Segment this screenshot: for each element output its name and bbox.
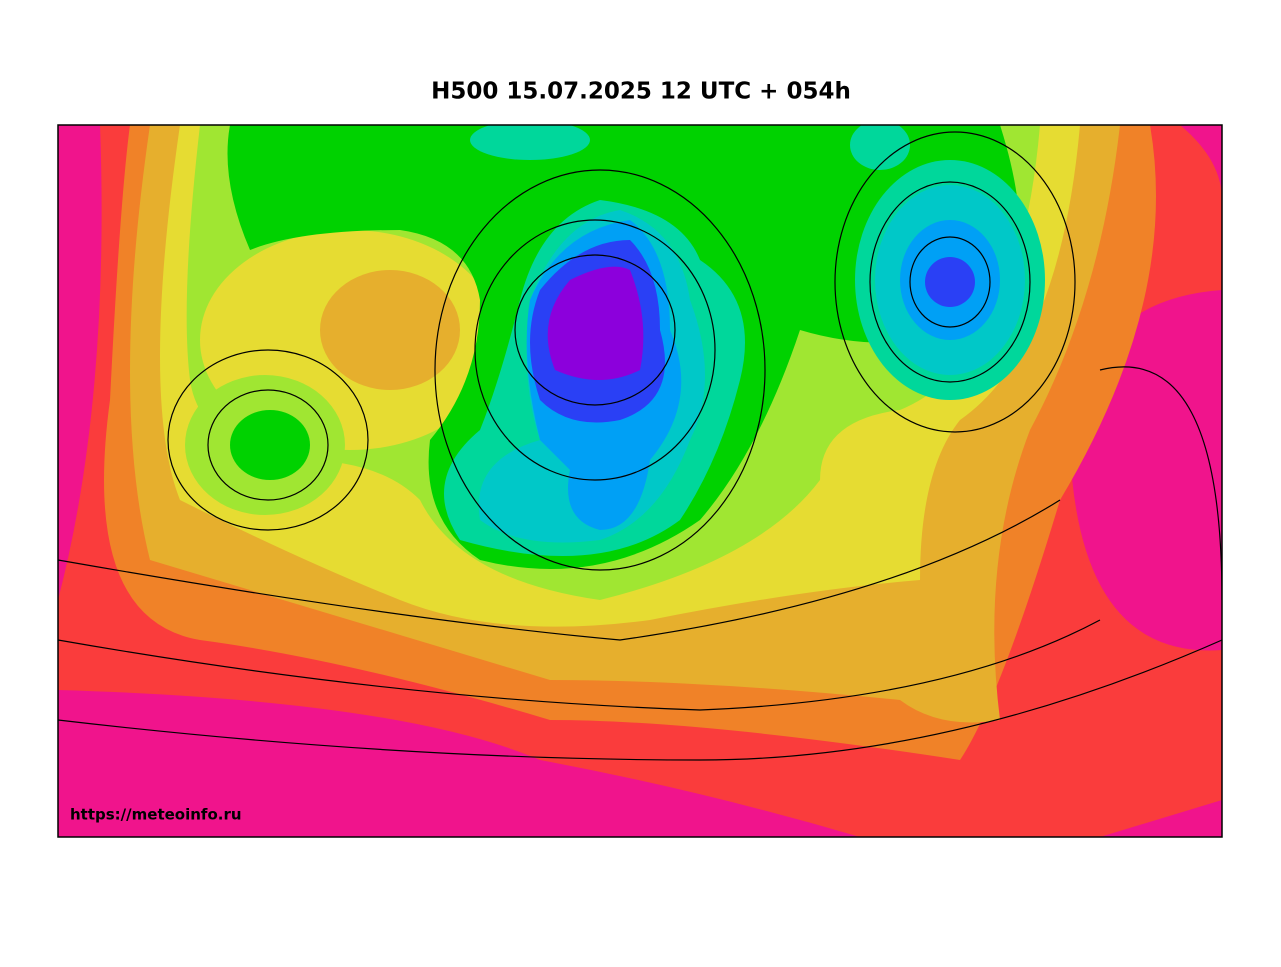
contours: [58, 131, 1222, 761]
field-band: [547, 266, 644, 380]
title: H500 15.07.2025 12 UTC + 054h: [431, 79, 851, 105]
field-band: [320, 270, 460, 390]
field-band: [925, 257, 975, 307]
field-band: [230, 410, 310, 480]
map-frame: [57, 124, 1223, 838]
height-field: [58, 125, 1222, 837]
field-band: [470, 125, 590, 160]
watermark: https://meteoinfo.ru: [70, 806, 242, 824]
field-band: [850, 125, 910, 170]
